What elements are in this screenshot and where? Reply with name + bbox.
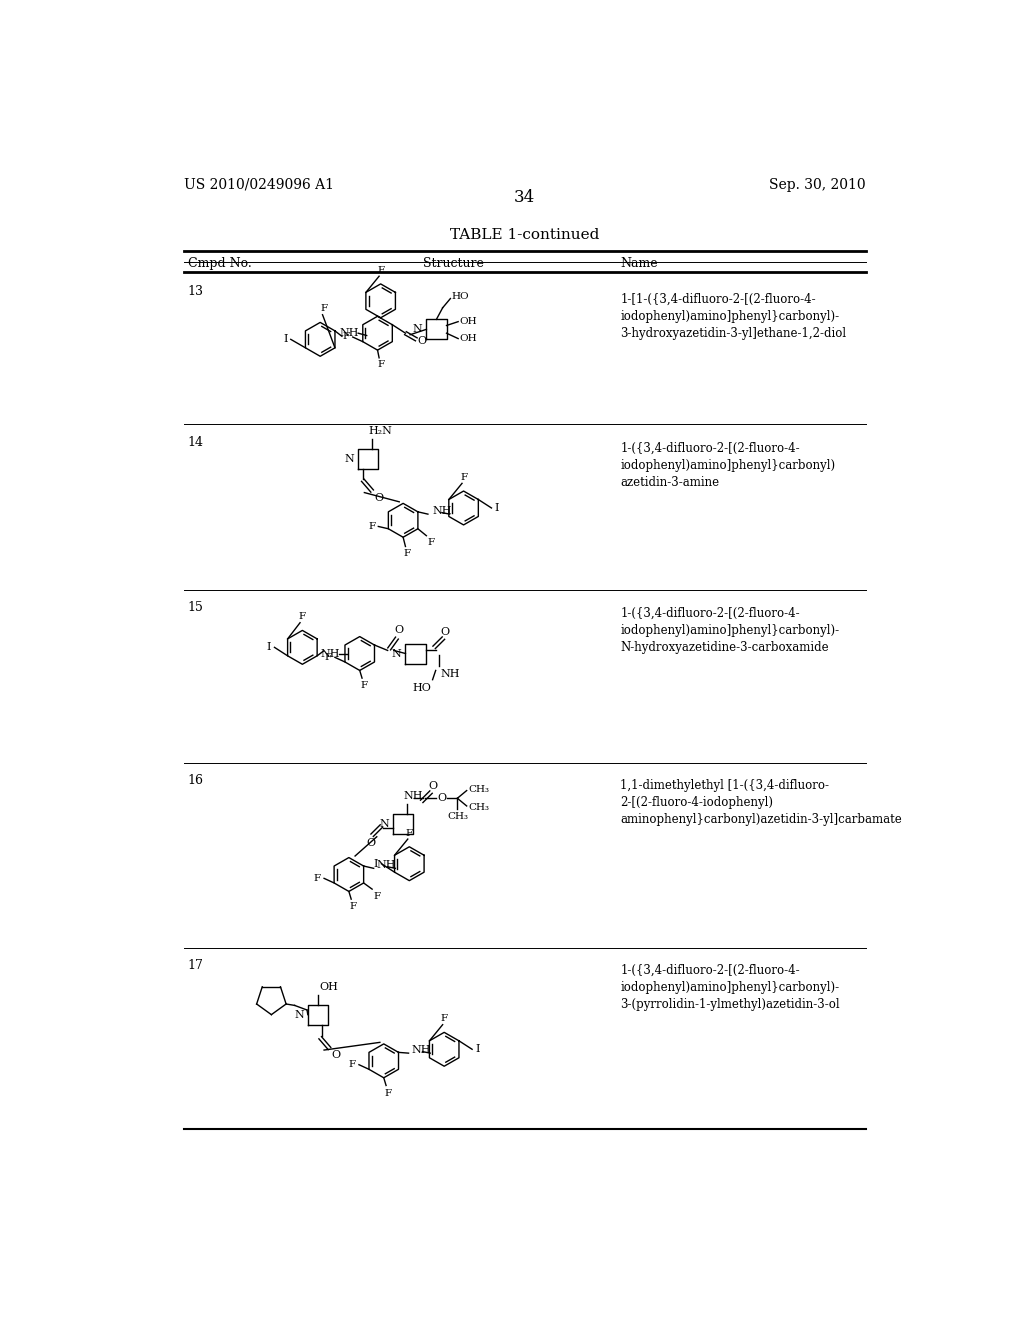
Text: TABLE 1-continued: TABLE 1-continued [451,227,599,242]
Text: O: O [437,793,446,804]
Text: NH: NH [412,1045,431,1055]
Text: O: O [332,1051,341,1060]
Text: F: F [403,549,411,558]
Text: HO: HO [452,292,470,301]
Text: CH₃: CH₃ [446,812,468,821]
Text: OH: OH [460,317,477,326]
Text: I: I [284,334,288,343]
Text: O: O [366,838,375,849]
Text: F: F [406,829,413,838]
Text: NH: NH [432,506,452,516]
Text: F: F [321,304,328,313]
Text: CH₃: CH₃ [468,784,489,793]
Text: F: F [428,539,435,546]
Text: NH: NH [321,648,340,659]
Text: Sep. 30, 2010: Sep. 30, 2010 [769,178,866,191]
Text: OH: OH [460,334,477,343]
Text: O: O [440,627,450,636]
Text: N: N [344,454,354,463]
Text: F: F [325,653,332,661]
Text: F: F [374,892,381,902]
Text: F: F [377,265,384,275]
Text: 14: 14 [187,436,204,449]
Text: F: F [298,612,305,622]
Text: N: N [413,325,423,334]
Text: NH: NH [377,861,396,870]
Text: I: I [495,503,499,513]
Text: 15: 15 [187,601,204,614]
Text: F: F [342,331,349,341]
Text: N: N [294,1010,304,1019]
Text: F: F [349,1060,356,1069]
Text: I: I [267,643,271,652]
Text: F: F [368,521,375,531]
Text: US 2010/0249096 A1: US 2010/0249096 A1 [183,178,334,191]
Text: F: F [460,473,467,482]
Text: Structure: Structure [423,257,484,271]
Text: H₂N: H₂N [369,425,392,436]
Text: 1-({3,4-difluoro-2-[(2-fluoro-4-
iodophenyl)amino]phenyl}carbonyl)
azetidin-3-am: 1-({3,4-difluoro-2-[(2-fluoro-4- iodophe… [621,442,836,488]
Text: Name: Name [621,257,657,271]
Text: F: F [384,1089,391,1097]
Text: Cmpd No.: Cmpd No. [187,257,252,271]
Text: O: O [418,335,427,346]
Text: NH: NH [440,669,460,678]
Text: 17: 17 [187,960,204,973]
Text: F: F [349,903,356,911]
Text: HO: HO [412,682,431,693]
Text: NH: NH [340,329,359,338]
Text: 1,1-dimethylethyl [1-({3,4-difluoro-
2-[(2-fluoro-4-iodophenyl)
aminophenyl}carb: 1,1-dimethylethyl [1-({3,4-difluoro- 2-[… [621,779,902,826]
Text: O: O [375,492,384,503]
Text: 1-[1-({3,4-difluoro-2-[(2-fluoro-4-
iodophenyl)amino]phenyl}carbonyl)-
3-hydroxy: 1-[1-({3,4-difluoro-2-[(2-fluoro-4- iodo… [621,293,846,341]
Text: 34: 34 [514,189,536,206]
Text: F: F [377,360,384,370]
Text: 13: 13 [187,285,204,298]
Text: F: F [440,1014,447,1023]
Text: F: F [360,681,368,690]
Text: NH: NH [403,792,423,801]
Text: 1-({3,4-difluoro-2-[(2-fluoro-4-
iodophenyl)amino]phenyl}carbonyl)-
3-(pyrrolidi: 1-({3,4-difluoro-2-[(2-fluoro-4- iodophe… [621,964,840,1011]
Text: N: N [392,648,401,659]
Text: F: F [313,874,321,883]
Text: O: O [428,780,437,791]
Text: I: I [374,859,378,869]
Text: 16: 16 [187,775,204,788]
Text: CH₃: CH₃ [468,803,489,812]
Text: O: O [394,626,403,635]
Text: N: N [380,820,389,829]
Text: OH: OH [319,982,338,991]
Text: I: I [475,1044,479,1055]
Text: 1-({3,4-difluoro-2-[(2-fluoro-4-
iodophenyl)amino]phenyl}carbonyl)-
N-hydroxyaze: 1-({3,4-difluoro-2-[(2-fluoro-4- iodophe… [621,607,840,653]
